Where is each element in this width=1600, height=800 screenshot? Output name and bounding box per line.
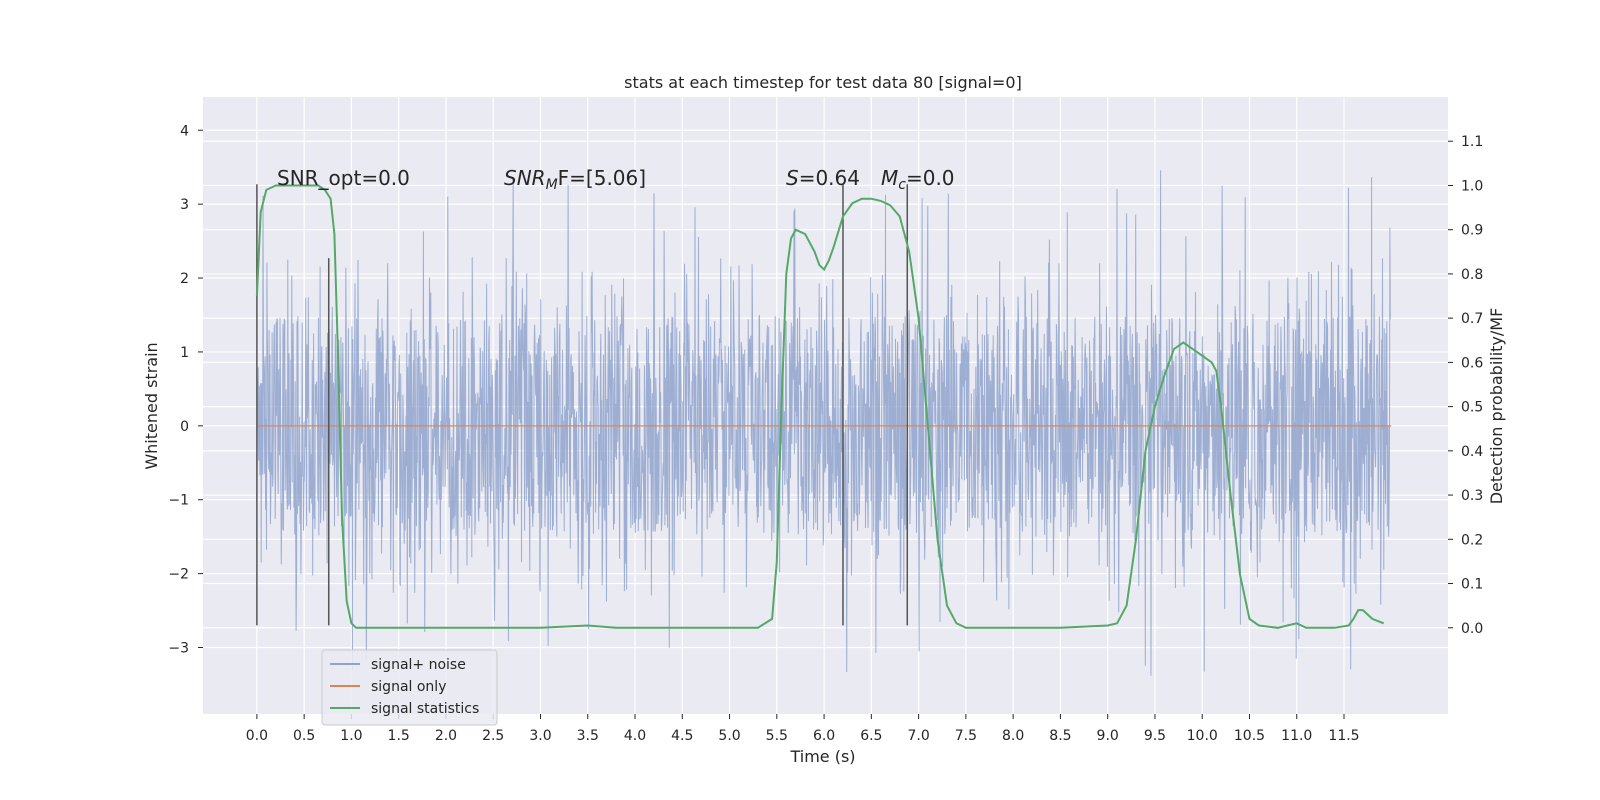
y-tick-label-right: 0.0 (1461, 621, 1483, 637)
annotation-s: S=0.64 (786, 166, 860, 190)
legend: signal+ noise signal only signal statist… (321, 649, 498, 726)
legend-label-signal-noise: signal+ noise (371, 657, 466, 673)
x-tick-label: 3.5 (577, 728, 599, 744)
x-tick-label: 2.5 (482, 728, 504, 744)
annotation-mc-sub: c (898, 177, 906, 193)
x-tick-label: 4.5 (671, 728, 693, 744)
x-tick-label: 10.5 (1234, 728, 1265, 744)
x-tick-label: 7.5 (955, 728, 977, 744)
y-tick-label-right: 0.4 (1461, 444, 1483, 460)
x-tick-label: 9.5 (1144, 728, 1166, 744)
legend-label-signal-only: signal only (371, 679, 446, 695)
y-tick-label-left: 0 (180, 419, 189, 435)
x-tick-label: 0.0 (246, 728, 268, 744)
annotation-mc-rest: =0.0 (906, 166, 955, 190)
y-tick-label-right: 0.7 (1461, 311, 1483, 327)
x-tick-label: 2.0 (435, 728, 457, 744)
x-tick-label: 1.5 (388, 728, 410, 744)
x-tick-label: 0.5 (293, 728, 315, 744)
x-tick-label: 8.5 (1049, 728, 1071, 744)
axis-ticks: 0.0 0.5 1.0 1.5 2.0 2.5 3.0 3.5 4.0 4.5 5.0 5.5 6.0 6… (168, 123, 1483, 744)
x-tick-label: 5.0 (718, 728, 740, 744)
y-tick-label-right: 0.9 (1461, 223, 1483, 239)
y-tick-label-right: 0.3 (1461, 488, 1483, 504)
x-tick-label: 4.0 (624, 728, 646, 744)
marker-lines (256, 184, 909, 626)
annotation-snr-mf-main: SNR (504, 166, 546, 190)
y-tick-label-left: −1 (168, 493, 189, 509)
y-tick-label-right: 1.1 (1461, 134, 1483, 150)
x-tick-label: 8.0 (1002, 728, 1024, 744)
y-tick-label-right: 0.6 (1461, 355, 1483, 371)
y-tick-label-right: 0.8 (1461, 267, 1483, 283)
x-tick-label: 10.0 (1187, 728, 1218, 744)
y-tick-label-left: 3 (180, 197, 189, 213)
y-tick-label-right: 0.2 (1461, 532, 1483, 548)
y-tick-label-left: 1 (180, 345, 189, 361)
y-tick-label-left: 4 (180, 123, 189, 139)
y-tick-label-left: −3 (168, 640, 189, 656)
signal-noise-line (256, 170, 1391, 676)
y-axis-label-right: Detection probability/MF (1487, 308, 1506, 505)
x-tick-label: 11.5 (1328, 728, 1359, 744)
chart-title: stats at each timestep for test data 80 … (624, 73, 1022, 92)
series-signal-statistics (255, 184, 1385, 629)
annotation-mc: Mc=0.0 (881, 166, 955, 193)
y-tick-label-left: −2 (168, 567, 189, 583)
x-tick-label: 7.0 (907, 728, 929, 744)
x-axis-label: Time (s) (789, 747, 855, 766)
y-tick-label-right: 0.1 (1461, 577, 1483, 593)
x-tick-label: 6.0 (813, 728, 835, 744)
y-tick-label-right: 0.5 (1461, 400, 1483, 416)
y-tick-label-left: 2 (180, 271, 189, 287)
x-tick-label: 1.0 (340, 728, 362, 744)
x-tick-label: 11.0 (1281, 728, 1312, 744)
annotation-mc-main: M (881, 166, 898, 190)
legend-label-signal-statistics: signal statistics (371, 701, 479, 717)
x-tick-label: 6.5 (860, 728, 882, 744)
annotation-s-rest: =0.64 (799, 166, 860, 190)
y-axis-label-left: Whitened strain (142, 342, 161, 469)
annotation-s-main: S (786, 166, 799, 190)
annotation-snr-mf-rest: F=[5.06] (558, 166, 646, 190)
legend-box (321, 649, 498, 726)
annotation-snr-mf-sub: M (546, 177, 558, 193)
annotation-snr-opt: SNR_opt=0.0 (277, 166, 410, 190)
annotation-snr-mf: SNRMF=[5.06] (504, 166, 646, 193)
signal-statistics-line (255, 184, 1385, 629)
series-signal-noise (256, 170, 1391, 676)
x-tick-label: 9.0 (1097, 728, 1119, 744)
x-tick-label: 5.5 (766, 728, 788, 744)
x-tick-label: 3.0 (529, 728, 551, 744)
y-tick-label-right: 1.0 (1461, 178, 1483, 194)
